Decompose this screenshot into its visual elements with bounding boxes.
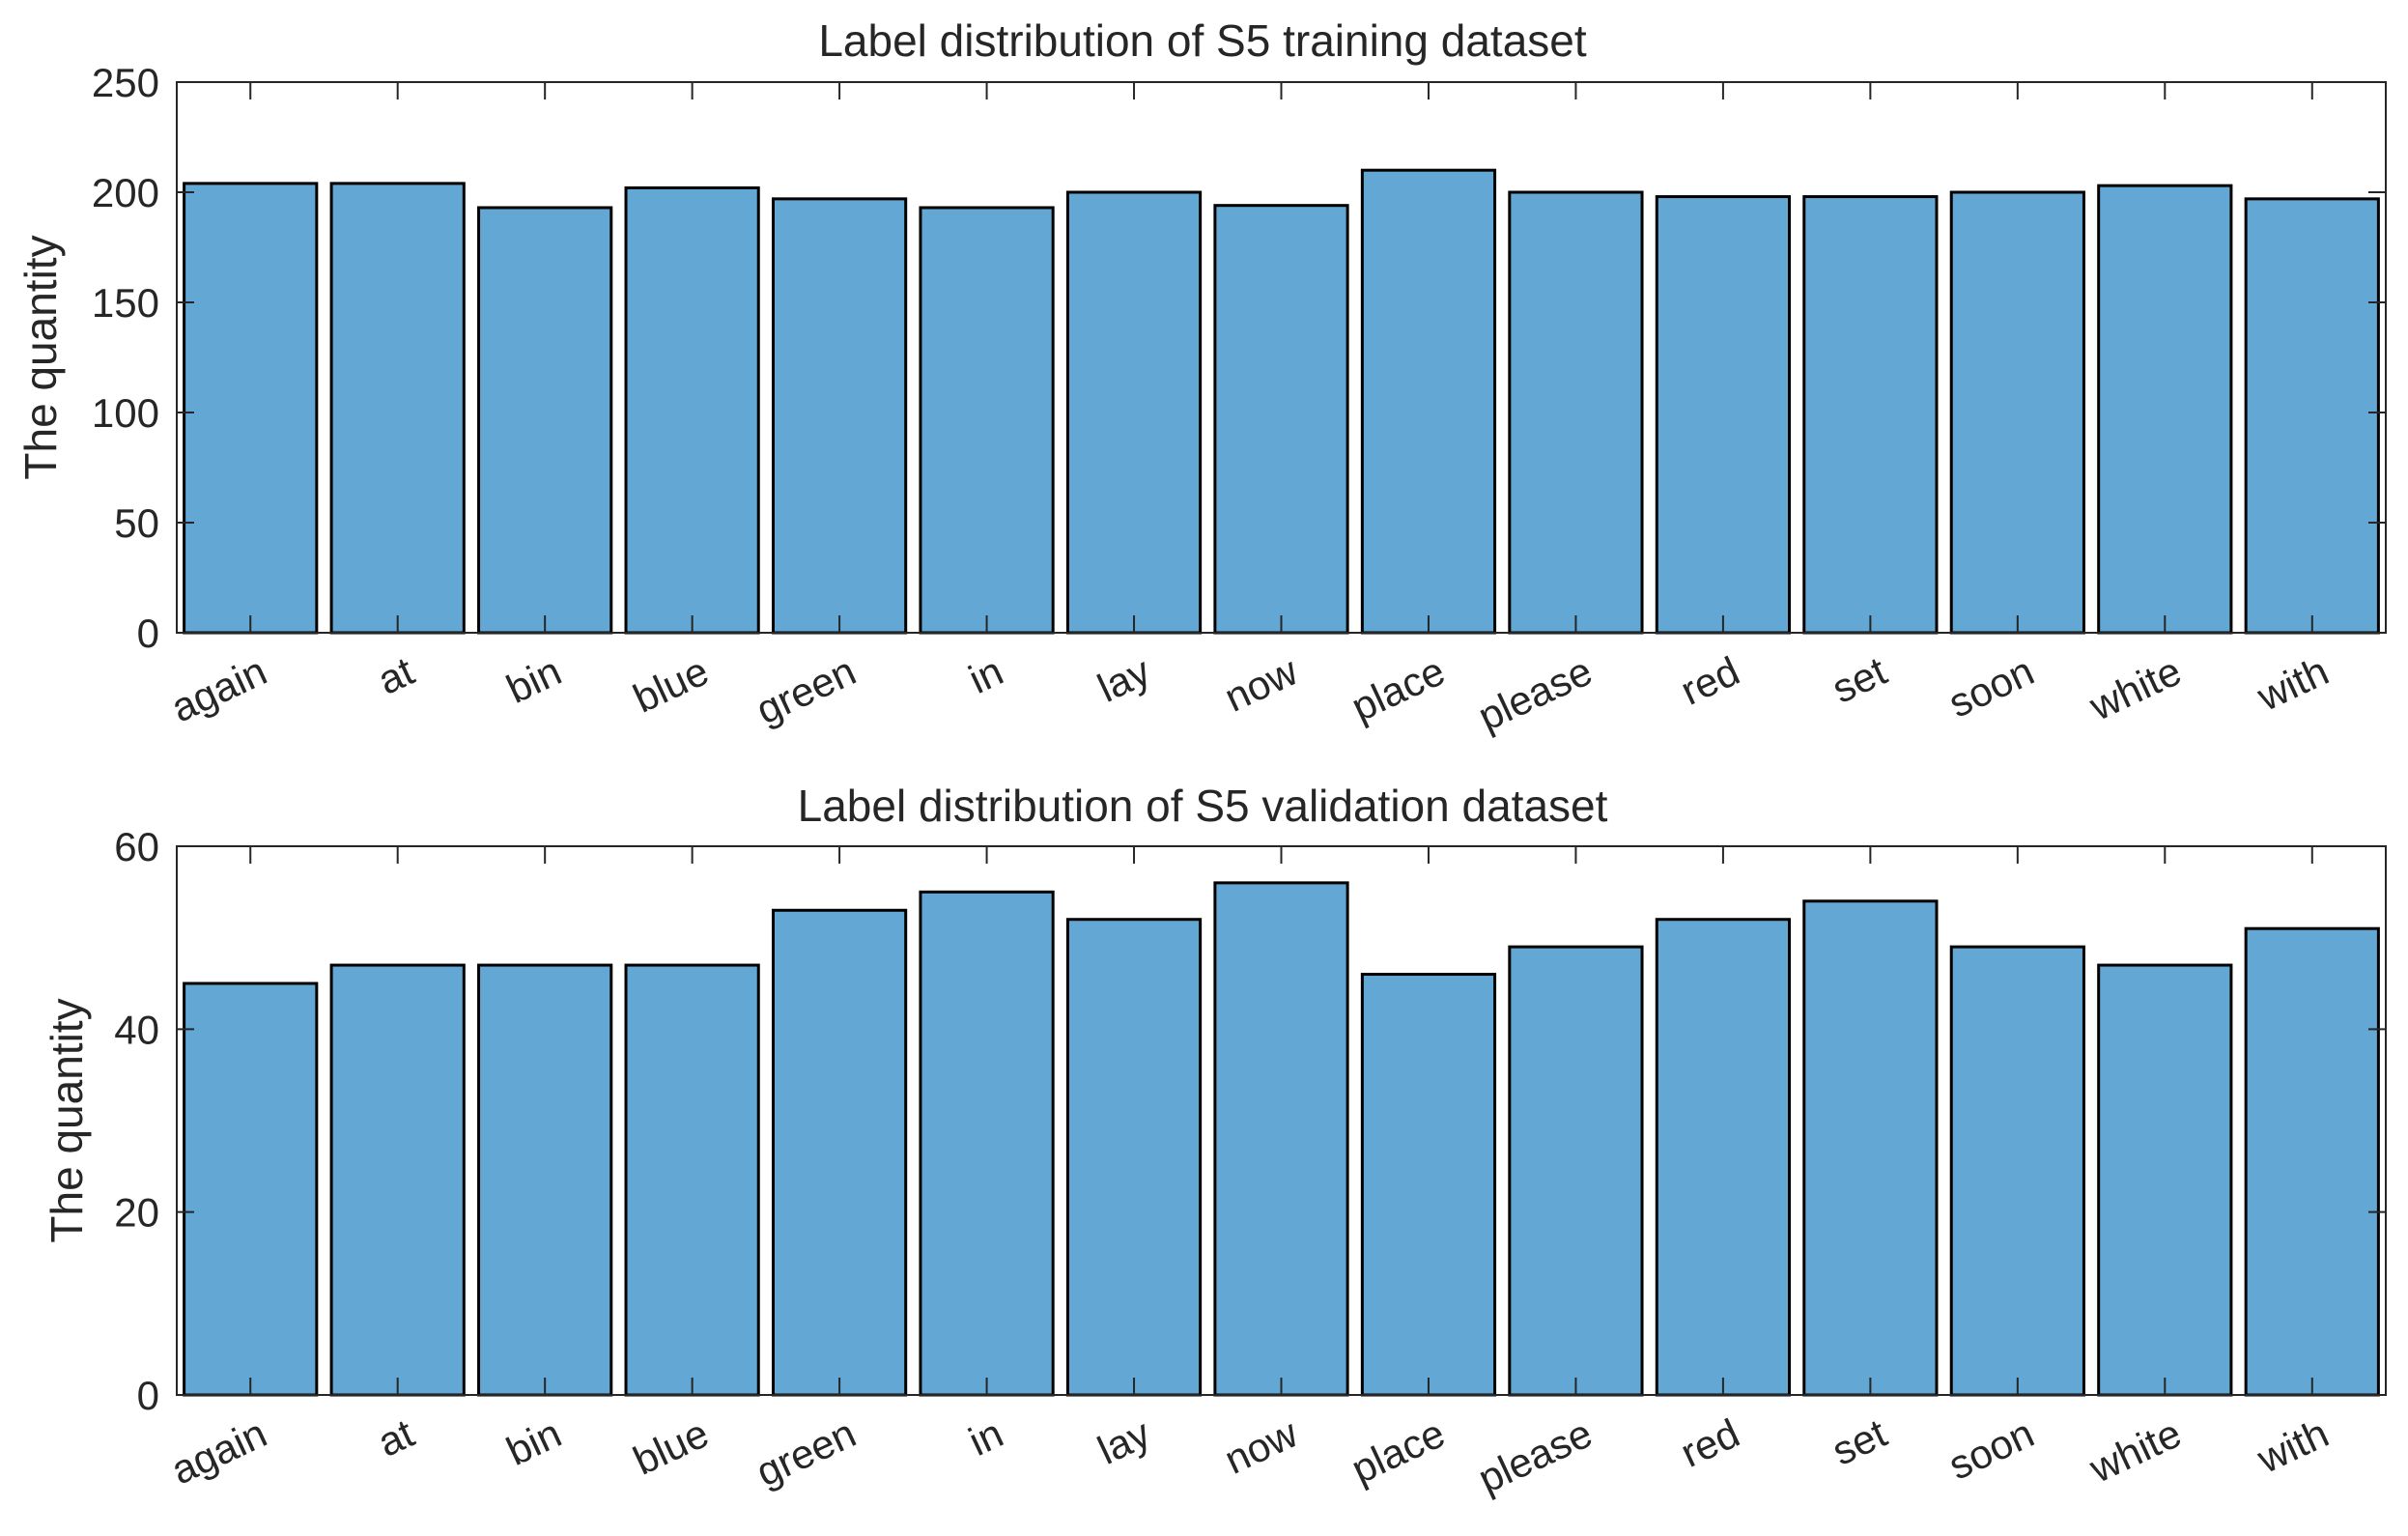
training-xtick-label-in: in xyxy=(962,648,1010,702)
training-bar-lay xyxy=(1065,190,1203,635)
validation-bar-green xyxy=(771,908,908,1397)
validation-xtick-label-place: place xyxy=(1345,1410,1452,1493)
validation-ytick-label: 20 xyxy=(114,1190,159,1236)
training-bar-please xyxy=(1508,190,1644,635)
training-xtick-label-now: now xyxy=(1218,647,1305,720)
validation-xtick-label-again: again xyxy=(164,1410,273,1493)
training-ytick-label: 0 xyxy=(137,611,159,656)
training-xtick-label-again: again xyxy=(164,648,273,731)
training-bar-at xyxy=(329,182,466,635)
validation-xtick-label-now: now xyxy=(1218,1409,1305,1482)
validation-xtick-label-white: white xyxy=(2082,1410,2188,1492)
validation-xtick-label-bin: bin xyxy=(499,1410,568,1474)
validation-bar-now xyxy=(1213,881,1349,1397)
validation-xtick-label-at: at xyxy=(371,1409,421,1465)
training-xtick-label-lay: lay xyxy=(1091,648,1157,711)
training-subplot: Label distribution of S5 training datase… xyxy=(15,15,2387,740)
validation-ytick-label: 0 xyxy=(137,1373,159,1418)
validation-bar-lay xyxy=(1065,918,1203,1397)
training-ytick-label: 250 xyxy=(92,60,159,105)
training-xtick-label-red: red xyxy=(1674,648,1746,714)
validation-xtick-label-please: please xyxy=(1471,1410,1599,1502)
validation-bar-soon xyxy=(1949,945,2085,1397)
training-xtick-label-soon: soon xyxy=(1941,648,2040,726)
training-plot-area xyxy=(176,81,2387,634)
training-bar-now xyxy=(1213,204,1349,635)
validation-bar-set xyxy=(1802,899,1939,1397)
validation-xtick-label-in: in xyxy=(962,1410,1010,1465)
training-xtick-label-place: place xyxy=(1345,648,1452,730)
training-xtick-label-please: please xyxy=(1471,648,1599,740)
validation-xtick-label-red: red xyxy=(1674,1410,1746,1476)
validation-xtick-label-soon: soon xyxy=(1941,1410,2040,1489)
training-xtick-label-with: with xyxy=(2250,648,2335,721)
training-bar-green xyxy=(771,197,908,635)
validation-bar-white xyxy=(2097,963,2233,1397)
training-bar-in xyxy=(919,206,1055,635)
training-bar-white xyxy=(2097,184,2233,635)
validation-ytick-label: 40 xyxy=(114,1007,159,1052)
validation-plot-area xyxy=(176,845,2387,1396)
training-ytick-label: 200 xyxy=(92,170,159,215)
validation-bar-bin xyxy=(477,963,613,1397)
training-xtick-label-white: white xyxy=(2082,648,2188,729)
training-bar-place xyxy=(1360,168,1497,635)
validation-bar-please xyxy=(1508,945,1644,1397)
training-chart-title: Label distribution of S5 training datase… xyxy=(818,15,1587,66)
training-bar-blue xyxy=(624,185,760,635)
validation-xtick-label-with: with xyxy=(2250,1410,2335,1483)
validation-bar-with xyxy=(2244,926,2380,1397)
training-bar-again xyxy=(183,182,319,635)
training-ytick-label: 100 xyxy=(92,390,159,436)
training-xtick-label-blue: blue xyxy=(627,648,716,722)
training-xtick-label-bin: bin xyxy=(499,648,568,712)
validation-xtick-label-blue: blue xyxy=(627,1410,716,1484)
training-bar-red xyxy=(1655,195,1792,635)
training-xtick-label-green: green xyxy=(750,648,863,733)
training-xtick-label-at: at xyxy=(371,647,421,703)
training-bar-with xyxy=(2244,197,2380,635)
training-ytick-label: 150 xyxy=(92,280,159,326)
validation-xtick-label-green: green xyxy=(750,1410,863,1495)
validation-y-axis-label: The quantity xyxy=(42,998,92,1242)
validation-bar-in xyxy=(919,890,1055,1397)
validation-bar-place xyxy=(1360,973,1497,1397)
training-bar-bin xyxy=(477,206,613,635)
validation-bar-blue xyxy=(624,963,760,1397)
training-xtick-label-set: set xyxy=(1826,647,1894,711)
validation-bar-red xyxy=(1655,918,1792,1397)
training-bars xyxy=(183,168,2380,635)
validation-xtick-label-lay: lay xyxy=(1091,1410,1157,1473)
validation-bar-at xyxy=(329,963,466,1397)
training-bar-soon xyxy=(1949,190,2085,635)
validation-bar-again xyxy=(183,981,319,1397)
training-y-axis-label: The quantity xyxy=(15,235,66,479)
validation-subplot: Label distribution of S5 validation data… xyxy=(42,781,2387,1502)
training-ytick-label: 50 xyxy=(114,500,159,546)
validation-chart-title: Label distribution of S5 validation data… xyxy=(798,781,1608,831)
validation-ytick-label: 60 xyxy=(114,824,159,869)
training-bar-set xyxy=(1802,195,1939,635)
validation-bars xyxy=(183,881,2380,1397)
validation-xtick-label-set: set xyxy=(1826,1409,1894,1473)
